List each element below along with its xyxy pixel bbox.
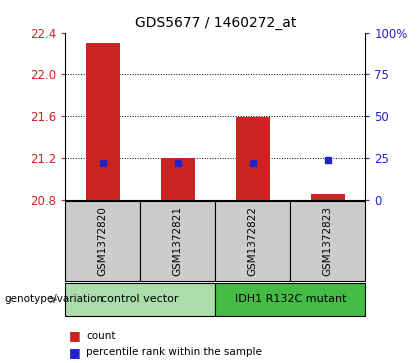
Bar (140, 201, 215, 281)
Bar (236, 117, 270, 200)
Text: GSM1372821: GSM1372821 (173, 207, 183, 276)
Text: ■: ■ (69, 329, 81, 342)
Text: genotype/variation: genotype/variation (4, 294, 103, 305)
Text: count: count (86, 331, 116, 341)
Text: percentile rank within the sample: percentile rank within the sample (86, 347, 262, 357)
Text: IDH1 R132C mutant: IDH1 R132C mutant (235, 294, 346, 305)
Bar (65, 201, 140, 281)
Bar (311, 194, 345, 200)
Text: GSM1372823: GSM1372823 (323, 207, 333, 276)
Bar (65, 283, 215, 316)
Text: control vector: control vector (101, 294, 179, 305)
Bar (161, 158, 194, 200)
Bar (215, 283, 365, 316)
Bar (215, 201, 290, 281)
Title: GDS5677 / 1460272_at: GDS5677 / 1460272_at (134, 16, 296, 30)
Bar (86, 42, 120, 200)
Text: GSM1372820: GSM1372820 (97, 207, 108, 276)
Bar (290, 201, 365, 281)
Text: GSM1372822: GSM1372822 (248, 207, 258, 276)
Text: ■: ■ (69, 346, 81, 359)
